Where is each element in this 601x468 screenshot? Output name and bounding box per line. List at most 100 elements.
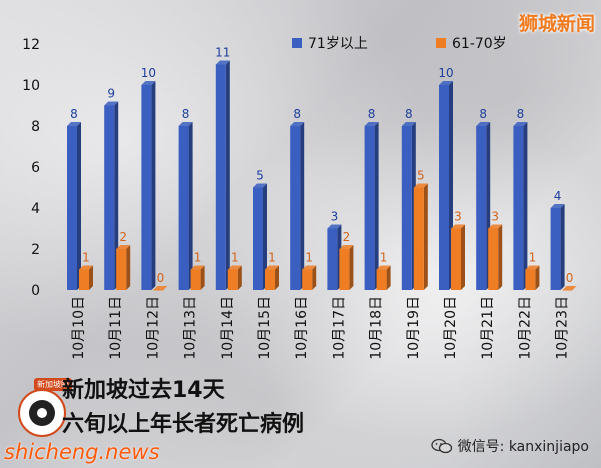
x-tick-label: 10月11日 — [108, 296, 124, 360]
legend-swatch — [436, 38, 446, 48]
data-label: 8 — [70, 107, 78, 121]
bar-front — [401, 126, 412, 290]
bar-1-9: 5 — [413, 169, 428, 290]
bar-top — [79, 265, 93, 270]
y-tick-label: 8 — [31, 119, 40, 135]
watermark: shicheng.news — [4, 440, 160, 464]
bar-0-5: 5 — [253, 169, 267, 290]
legend-swatch — [292, 38, 302, 48]
x-tick-label: 10月10日 — [71, 296, 87, 360]
y-axis: 0 2 4 6 8 10 12 — [22, 37, 40, 299]
wechat-icon — [431, 438, 452, 454]
data-label: 5 — [417, 169, 425, 183]
camera-lens-icon — [29, 400, 55, 426]
bar-1-5: 1 — [265, 251, 279, 290]
bar-top — [562, 286, 577, 290]
bar-top — [302, 265, 317, 270]
bar-top — [488, 224, 503, 229]
x-tick-label: 10月21日 — [480, 296, 496, 360]
data-label: 3 — [454, 210, 462, 224]
bar-1-8: 1 — [376, 251, 391, 290]
bar-0-12: 8 — [513, 107, 528, 290]
bar-front — [513, 126, 524, 290]
bar-0-0: 8 — [67, 107, 81, 290]
x-tick-label: 10月22日 — [517, 296, 533, 360]
data-label: 1 — [82, 251, 90, 265]
bar-side — [349, 245, 354, 290]
bar-top — [327, 224, 342, 229]
bar-0-7: 3 — [327, 210, 342, 290]
y-tick-label: 12 — [22, 37, 40, 53]
bar-1-10: 3 — [451, 210, 465, 290]
brand-label: 狮城新闻 — [518, 13, 595, 35]
bar-top — [550, 204, 565, 208]
bar-1-11: 3 — [488, 210, 503, 290]
x-tick-label: 10月20日 — [443, 296, 459, 360]
legend-label: 61-70岁 — [452, 36, 507, 52]
bar-side — [89, 265, 93, 290]
logo-icon — [18, 389, 66, 437]
data-label: 0 — [566, 271, 574, 285]
bar-1-1: 2 — [116, 230, 131, 290]
bar-side — [498, 224, 503, 290]
bar-0-3: 8 — [178, 107, 193, 290]
bar-1-2: 0 — [153, 271, 168, 291]
bar-0-8: 8 — [364, 107, 379, 290]
x-tick-label: 10月18日 — [369, 296, 385, 360]
bar-front — [439, 85, 449, 290]
bar-top — [141, 81, 156, 85]
bar-top — [104, 101, 119, 106]
data-label: 1 — [529, 251, 537, 265]
data-label: 10 — [438, 66, 453, 80]
bar-0-1: 9 — [104, 87, 119, 290]
bar-front — [79, 269, 89, 290]
bar-side — [151, 81, 156, 290]
x-tick-label: 10月14日 — [220, 296, 236, 360]
lens-dot — [37, 408, 47, 418]
bar-front — [451, 228, 461, 290]
y-tick-label: 2 — [31, 242, 40, 258]
data-label: 8 — [479, 107, 487, 121]
bar-1-12: 1 — [525, 251, 540, 290]
bar-top — [339, 245, 354, 249]
y-tick-label: 4 — [31, 201, 40, 217]
bar-top — [401, 122, 416, 126]
data-label: 3 — [331, 210, 339, 224]
bar-1-13: 0 — [562, 271, 577, 291]
data-label: 1 — [305, 251, 313, 265]
caption-line-2: 六旬以上年长者死亡病例 — [62, 412, 305, 437]
bar-side — [77, 122, 81, 290]
bar-0-6: 8 — [290, 107, 305, 290]
bar-top — [476, 122, 491, 126]
bar-front — [141, 85, 152, 290]
data-label: 1 — [268, 251, 276, 265]
data-label: 8 — [293, 107, 301, 121]
bar-1-4: 1 — [227, 251, 242, 290]
bar-side — [275, 265, 279, 290]
legend-label: 71岁以上 — [308, 36, 368, 52]
data-label: 1 — [231, 251, 239, 265]
y-tick-label: 6 — [31, 160, 40, 176]
bar-front — [116, 249, 127, 290]
data-label: 11 — [215, 46, 230, 60]
x-tick-label: 10月12日 — [145, 296, 161, 360]
bar-side — [386, 265, 391, 290]
x-tick-label: 10月19日 — [406, 296, 422, 360]
data-label: 9 — [107, 87, 115, 101]
bar-0-13: 4 — [550, 189, 565, 290]
bar-top — [413, 183, 428, 188]
bar-front — [376, 269, 387, 290]
logo-label: 新加坡眼 — [34, 378, 72, 391]
data-label: 0 — [157, 271, 165, 285]
bar-front — [253, 187, 263, 290]
bar-side — [300, 122, 305, 290]
y-tick-label: 10 — [22, 78, 40, 94]
bar-front — [476, 126, 487, 290]
bar-front — [265, 269, 275, 290]
bar-side — [423, 183, 428, 290]
bar-front — [227, 269, 238, 290]
bar-1-0: 1 — [79, 251, 93, 290]
x-tick-label: 10月23日 — [555, 296, 571, 360]
